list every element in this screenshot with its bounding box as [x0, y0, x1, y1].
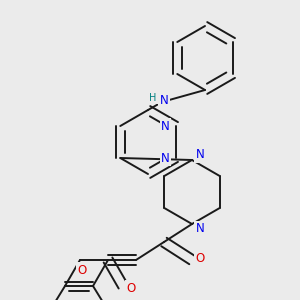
Text: H: H — [149, 93, 157, 103]
Text: O: O — [195, 251, 205, 265]
Text: N: N — [196, 223, 204, 236]
Text: N: N — [196, 148, 204, 161]
Text: O: O — [126, 281, 136, 295]
Text: N: N — [160, 94, 168, 106]
Text: N: N — [161, 119, 170, 133]
Text: O: O — [77, 263, 87, 277]
Text: N: N — [161, 152, 170, 164]
